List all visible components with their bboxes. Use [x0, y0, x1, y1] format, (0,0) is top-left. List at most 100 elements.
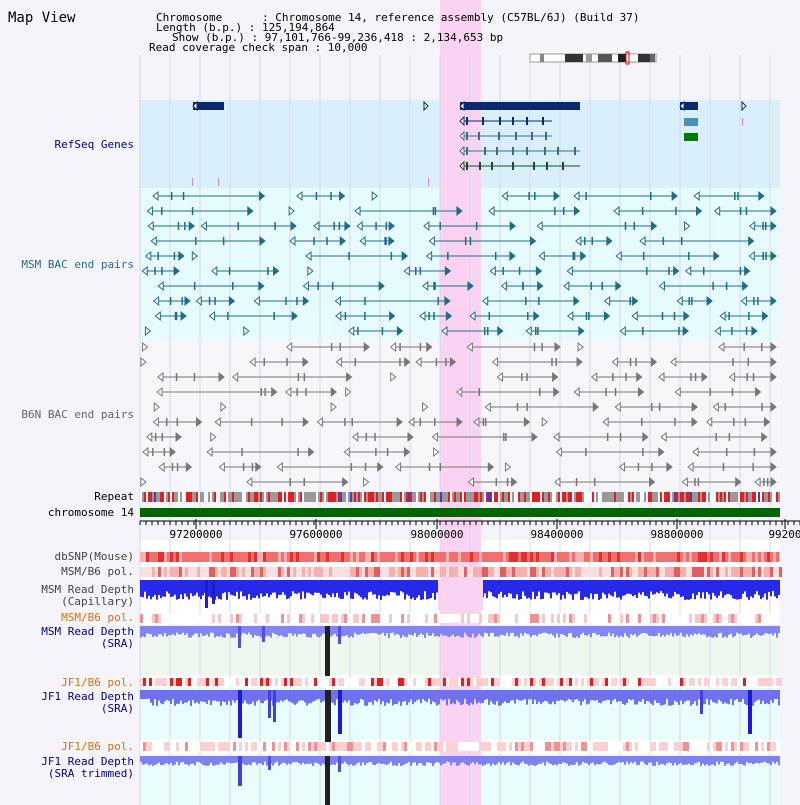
- repeat-feature: [144, 492, 146, 502]
- msm-bac-end: [258, 190, 266, 202]
- jf1-trim-depth-bar: [644, 756, 646, 765]
- msm-cap-depth-bar: [262, 580, 264, 597]
- b6n-bac-tick: [506, 478, 509, 486]
- b6n-bac-label: B6N BAC end pairs: [21, 408, 134, 421]
- jf1-sra-depth-bar: [310, 690, 312, 704]
- jf1-pol-track-cell: [551, 678, 554, 686]
- msm-bac-end: [378, 280, 385, 292]
- b6n-bac-end: [330, 386, 337, 398]
- dbsnp-track-cell: [671, 552, 674, 562]
- jf1-sra-depth-bar: [496, 690, 498, 702]
- msm-sra-depth-bar: [450, 626, 452, 637]
- msm-cap-depth-bar: [502, 580, 504, 598]
- jf1-trim-depth-bar: [220, 756, 222, 763]
- msm-cap-depth-bar: [322, 580, 324, 598]
- jf1-trim-depth-bar: [500, 756, 502, 765]
- msm-cap-depth-bar: [324, 580, 326, 599]
- jf1-sra-depth-bar: [398, 690, 400, 702]
- b6n-bac-tick: [171, 463, 174, 471]
- repeat-feature: [484, 492, 486, 502]
- b6n-bac-end: [770, 356, 777, 368]
- jf1-trim-depth-bar: [354, 756, 356, 766]
- repeat-feature: [462, 492, 464, 502]
- jf1-pol-track-cell: [413, 678, 416, 686]
- b6n-bac-end: [214, 416, 221, 428]
- b6n-bac-tick: [399, 343, 401, 351]
- msm-bac-tick: [439, 222, 441, 230]
- msm-sra-depth-bar: [476, 626, 478, 637]
- msm-bac-tick: [364, 312, 366, 320]
- dbsnp-track-cell: [659, 552, 662, 562]
- msm-bac-end: [313, 220, 320, 232]
- msm-cap-depth-bar: [394, 580, 396, 593]
- jf1-pol2-track-cell: [392, 742, 395, 751]
- msm-bac-end: [533, 310, 540, 322]
- msm-cap-depth-bar: [686, 580, 688, 600]
- msm-cap-depth-bar: [388, 580, 390, 596]
- msm-pol-track-cell: [392, 567, 395, 577]
- msm-pol2-track-cell: [341, 614, 344, 623]
- jf1-trim-depth-bar: [266, 756, 268, 766]
- jf1-sra-depth-bar: [260, 690, 262, 704]
- jf1-pol-track-cell: [398, 678, 401, 686]
- jf1-trim-depth-bar: [174, 756, 176, 765]
- msm-bac-tick: [181, 297, 183, 305]
- jf1-pol2-track-cell: [569, 742, 572, 751]
- repeat-feature: [726, 492, 728, 502]
- repeat-feature: [658, 492, 660, 502]
- jf1-sra-depth-bar: [616, 690, 618, 702]
- msm-sra-depth-bar: [272, 626, 274, 633]
- jf1-sra-depth-bar: [514, 690, 516, 704]
- jf1-sra-depth-bar: [438, 690, 440, 705]
- msm-bac-end: [748, 250, 755, 262]
- b6n-bac-end: [577, 341, 584, 353]
- msm-sra-depth-bar: [422, 626, 424, 635]
- msm-bac-end: [580, 250, 587, 262]
- jf1-sra-depth-bar: [542, 690, 544, 703]
- dbsnp-track-cell: [617, 552, 620, 562]
- b6n-bac-tick: [743, 343, 745, 351]
- msm-sra-depth-bar: [318, 626, 320, 638]
- msm-sra-depth-bar: [678, 626, 680, 636]
- jf1-pol2-track-cell: [347, 742, 350, 751]
- msm-cap-depth-bar: [578, 580, 580, 592]
- msm-sra-depth-bar: [508, 626, 510, 637]
- jf1-sra-depth-bar: [170, 690, 172, 705]
- msm-cap-depth-bar: [508, 580, 510, 594]
- msm-bac-end: [719, 310, 726, 322]
- jf1-pol-track-cell: [284, 678, 287, 686]
- b6n-bac-end: [770, 371, 777, 383]
- gene-tick: [428, 178, 429, 186]
- b6n-bac-tick: [690, 373, 692, 381]
- gene-exon: [482, 117, 484, 125]
- jf1-pol2-track-cell: [401, 742, 404, 751]
- msm-pol2-track-cell: [323, 614, 326, 623]
- msm-cap-depth-bar: [674, 580, 676, 592]
- msm-pol-track-cell: [224, 567, 227, 577]
- msm-cap-depth-bar: [392, 580, 394, 593]
- dbsnp-track-cell: [551, 552, 554, 562]
- msm-cap-depth-bar: [620, 580, 622, 600]
- msm-cap-depth-bar: [522, 580, 524, 592]
- jf1-trim-depth-bar: [346, 756, 348, 764]
- msm-sra-depth-bar: [772, 626, 774, 636]
- msm-sra-depth-bar: [762, 626, 764, 636]
- b6n-bac-end: [404, 446, 411, 458]
- jf1-sra-depth-bar: [178, 690, 180, 704]
- b6n-bac-end: [431, 431, 439, 443]
- jf1-sra-depth-bar: [672, 690, 674, 705]
- msm-bac-end: [334, 295, 341, 307]
- jf1-pol2-track-cell: [341, 742, 344, 751]
- msm-bac-tick: [174, 312, 177, 320]
- repeat-feature: [160, 492, 162, 502]
- jf1-trim-depth-bar: [372, 756, 374, 765]
- msm-cap-depth-bar: [290, 580, 292, 597]
- jf1-sra-depth-bar: [468, 690, 470, 706]
- msm-bac-tick: [385, 222, 388, 230]
- jf1-sra-depth-bar: [494, 690, 496, 705]
- jf1-pol2-track-cell: [251, 742, 254, 751]
- dbsnp-track-cell: [419, 552, 422, 562]
- repeat-feature: [540, 492, 542, 502]
- jf1-sra-depth-bar: [622, 690, 624, 704]
